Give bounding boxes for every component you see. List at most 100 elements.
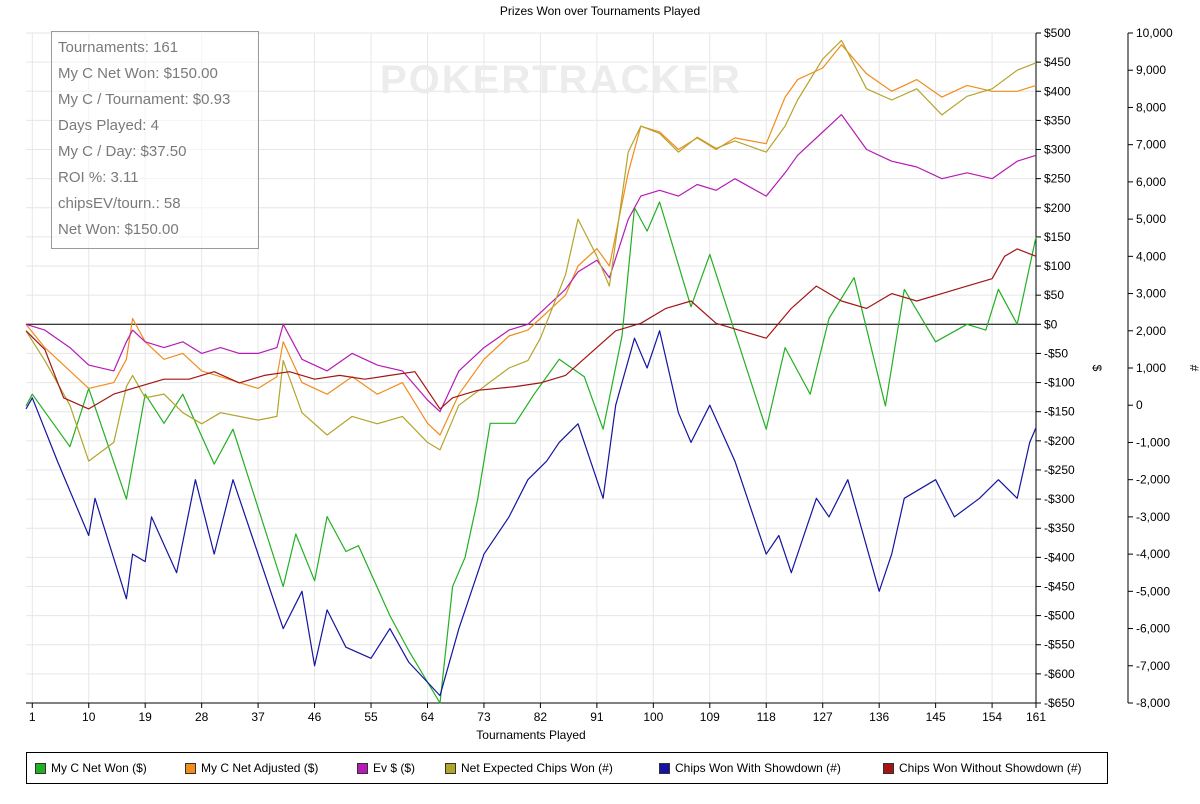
x-tick-label: 1 <box>29 710 36 724</box>
stat-my-c-per-tournament: My C / Tournament: $0.93 <box>58 91 231 108</box>
x-tick-label: 10 <box>82 710 96 724</box>
y-tick-label-left: $150 <box>1044 230 1071 244</box>
y-tick-label-right: -7,000 <box>1136 659 1170 673</box>
stat-chipsev-per-tourn: chipsEV/tourn.: 58 <box>58 195 181 212</box>
y-tick-label-left: $450 <box>1044 55 1071 69</box>
legend-item-chips-without-showdown[interactable]: Chips Won Without Showdown (#) <box>883 761 1082 775</box>
y-tick-label-left: $400 <box>1044 84 1071 98</box>
y-tick-label-left: $50 <box>1044 288 1064 302</box>
x-tick-label: 19 <box>139 710 153 724</box>
stat-roi: ROI %: 3.11 <box>58 169 139 186</box>
y-tick-label-left: $350 <box>1044 113 1071 127</box>
y-tick-label-right: 1,000 <box>1136 361 1166 375</box>
x-tick-label: 118 <box>757 710 776 724</box>
y-tick-label-right: -6,000 <box>1136 622 1170 636</box>
y-tick-label-right: 8,000 <box>1136 100 1166 114</box>
y-tick-label-left: $100 <box>1044 259 1071 273</box>
x-tick-label: 64 <box>421 710 435 724</box>
x-tick-label: 37 <box>251 710 265 724</box>
legend-swatch <box>185 762 196 774</box>
y-tick-label-right: -5,000 <box>1136 584 1170 598</box>
y-tick-label-right: 4,000 <box>1136 249 1166 263</box>
y-tick-label-right: 0 <box>1136 398 1143 412</box>
y-tick-label-left: -$600 <box>1044 667 1075 681</box>
y-tick-label-left: -$650 <box>1044 696 1075 710</box>
x-tick-label: 154 <box>982 710 1002 724</box>
y-tick-label-right: 9,000 <box>1136 63 1166 77</box>
y-tick-label-left: $0 <box>1044 317 1058 331</box>
stat-tournaments: Tournaments: 161 <box>58 39 179 56</box>
y-tick-label-left: -$150 <box>1044 405 1075 419</box>
stat-my-c-net-won: My C Net Won: $150.00 <box>58 65 218 82</box>
legend-swatch <box>357 762 368 774</box>
x-tick-label: 161 <box>1026 710 1046 724</box>
y-tick-label-left: -$450 <box>1044 579 1075 593</box>
y-tick-label-right: -8,000 <box>1136 696 1170 710</box>
legend-swatch <box>35 762 46 774</box>
y-tick-label-left: -$100 <box>1044 376 1075 390</box>
y-tick-label-right: 3,000 <box>1136 287 1166 301</box>
x-tick-label: 136 <box>869 710 889 724</box>
y-tick-label-right: -4,000 <box>1136 547 1170 561</box>
chart-legend: My C Net Won ($) My C Net Adjusted ($) E… <box>26 752 1108 784</box>
legend-item-my-c-net-adjusted[interactable]: My C Net Adjusted ($) <box>185 761 318 775</box>
y-tick-label-left: $200 <box>1044 201 1071 215</box>
y-axis-title-left: $ <box>1090 365 1104 372</box>
y-tick-label-right: -3,000 <box>1136 510 1170 524</box>
stats-annotation-box: Tournaments: 161 My C Net Won: $150.00 M… <box>51 31 259 249</box>
series-line-my-c-net-won <box>25 201 1037 704</box>
x-tick-label: 109 <box>700 710 720 724</box>
stat-days-played: Days Played: 4 <box>58 117 159 134</box>
y-tick-label-left: -$300 <box>1044 492 1075 506</box>
legend-item-ev[interactable]: Ev $ ($) <box>357 761 415 775</box>
y-tick-label-left: $500 <box>1044 26 1071 40</box>
y-tick-label-right: 6,000 <box>1136 175 1166 189</box>
x-axis-title: Tournaments Played <box>476 728 585 742</box>
stat-my-c-per-day: My C / Day: $37.50 <box>58 143 187 160</box>
y-axis-title-right: # <box>1187 365 1200 372</box>
watermark-logo: POKERTRACKER <box>380 58 742 102</box>
y-tick-label-left: $250 <box>1044 172 1071 186</box>
legend-item-net-expected-chips[interactable]: Net Expected Chips Won (#) <box>445 761 613 775</box>
x-tick-label: 100 <box>643 710 663 724</box>
y-tick-label-left: $300 <box>1044 143 1071 157</box>
x-tick-label: 55 <box>364 710 378 724</box>
stat-net-won: Net Won: $150.00 <box>58 221 179 238</box>
series-line-net-expected-chips-won <box>25 39 1037 462</box>
y-tick-label-left: -$500 <box>1044 609 1075 623</box>
x-tick-label: 82 <box>534 710 548 724</box>
x-tick-label: 73 <box>477 710 491 724</box>
y-tick-label-right: -1,000 <box>1136 435 1170 449</box>
series-line-chips-won-without-showdown <box>25 248 1037 410</box>
y-tick-label-left: -$550 <box>1044 638 1075 652</box>
y-tick-label-left: -$50 <box>1044 346 1068 360</box>
y-tick-label-right: 5,000 <box>1136 212 1166 226</box>
legend-item-my-c-net-won[interactable]: My C Net Won ($) <box>35 761 147 775</box>
x-tick-label: 46 <box>308 710 322 724</box>
legend-swatch <box>883 762 894 774</box>
series-line-my-c-net-adjusted <box>25 44 1037 436</box>
series-line-ev <box>25 113 1037 413</box>
legend-item-chips-with-showdown[interactable]: Chips Won With Showdown (#) <box>659 761 841 775</box>
x-tick-label: 127 <box>813 710 833 724</box>
y-tick-label-right: -2,000 <box>1136 473 1170 487</box>
legend-label: Ev $ ($) <box>373 761 416 775</box>
y-tick-label-right: 2,000 <box>1136 324 1166 338</box>
legend-swatch <box>445 762 456 774</box>
y-tick-label-left: -$350 <box>1044 521 1075 535</box>
legend-label: Chips Won With Showdown (#) <box>675 761 841 775</box>
chart-title: Prizes Won over Tournaments Played <box>500 4 700 18</box>
y-tick-label-right: 7,000 <box>1136 138 1166 152</box>
x-tick-label: 91 <box>590 710 604 724</box>
y-tick-label-left: -$200 <box>1044 434 1075 448</box>
legend-swatch <box>659 762 670 774</box>
x-tick-label: 145 <box>926 710 946 724</box>
series-line-chips-won-with-showdown <box>25 330 1037 697</box>
y-tick-label-right: 10,000 <box>1136 26 1173 40</box>
legend-label: My C Net Adjusted ($) <box>201 761 319 775</box>
x-tick-label: 28 <box>195 710 209 724</box>
legend-label: My C Net Won ($) <box>51 761 147 775</box>
legend-label: Chips Won Without Showdown (#) <box>899 761 1082 775</box>
y-tick-label-left: -$400 <box>1044 550 1075 564</box>
